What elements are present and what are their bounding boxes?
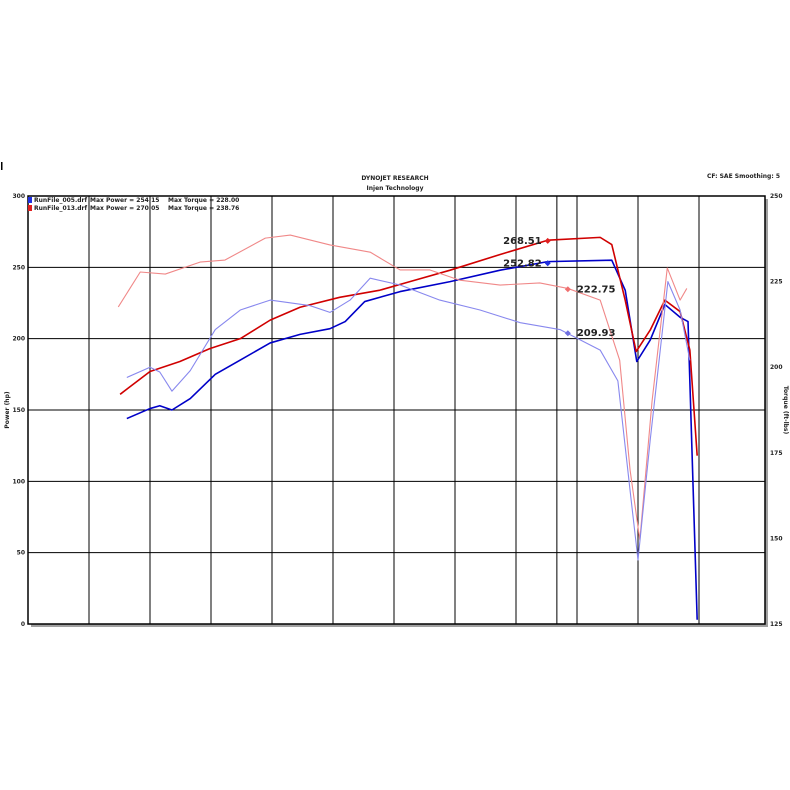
series-line-0 <box>126 259 698 620</box>
legend-max-power: Max Power = 254.15 <box>90 197 159 204</box>
chart-title: DYNOJET RESEARCH <box>361 175 428 182</box>
y-tick-label: 250 <box>12 264 25 271</box>
peak-value-label: 268.51 <box>503 236 542 247</box>
legend-max-torque: Max Torque = 238.76 <box>168 205 239 212</box>
legend-max-torque: Max Torque = 228.00 <box>168 197 239 204</box>
y2-tick-label: 125 <box>770 621 783 628</box>
legend-swatch <box>28 205 32 211</box>
y-tick-label: 50 <box>17 550 25 557</box>
y2-tick-label: 250 <box>770 193 783 200</box>
legend-file: RunFile_005.drf <box>34 197 88 204</box>
y2-tick-label: 200 <box>770 364 783 371</box>
series-line-1 <box>119 236 698 456</box>
y-axis-label: Power (hp) <box>4 391 11 428</box>
y2-axis-label: Torque (ft-lbs) <box>782 386 789 435</box>
series-line-3 <box>126 277 691 561</box>
chart-subtitle: Injen Technology <box>367 185 424 192</box>
y-tick-label: 300 <box>12 193 25 200</box>
y2-tick-label: 175 <box>770 450 783 457</box>
peak-value-label: 222.75 <box>577 284 616 295</box>
y-tick-label: 150 <box>12 407 25 414</box>
peak-value-label: 209.93 <box>577 328 616 339</box>
peak-marker <box>544 260 551 267</box>
y2-tick-label: 150 <box>770 535 783 542</box>
y2-tick-label: 225 <box>770 279 783 286</box>
settings-text: CF: SAE Smoothing: 5 <box>707 173 780 180</box>
peak-marker <box>564 330 571 337</box>
peak-marker <box>564 286 571 293</box>
series-line-2 <box>117 234 688 541</box>
y-tick-label: 0 <box>21 621 25 628</box>
peak-marker <box>544 237 551 244</box>
legend-file: RunFile_013.drf <box>34 205 88 212</box>
legend-swatch <box>28 197 32 203</box>
legend-max-power: Max Power = 270.05 <box>90 205 159 212</box>
y-tick-label: 100 <box>12 478 25 485</box>
peak-value-label: 252.82 <box>503 258 542 269</box>
corner-mark <box>1 162 3 170</box>
y-tick-label: 200 <box>12 336 25 343</box>
